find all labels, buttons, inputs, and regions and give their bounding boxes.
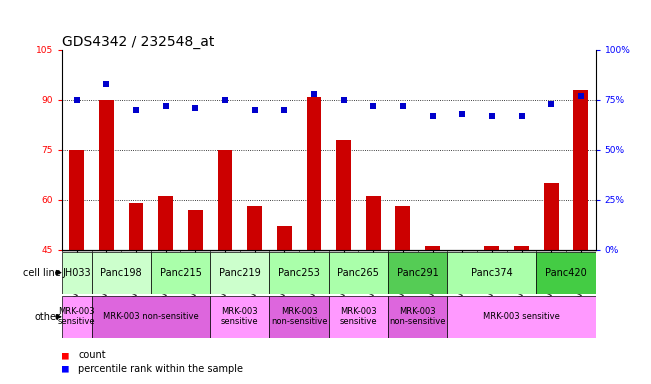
Text: MRK-003
non-sensitive: MRK-003 non-sensitive (271, 307, 327, 326)
Bar (447, 252, 536, 294)
Point (249, 107, 260, 113)
Bar (270, 252, 329, 294)
Text: Panc265: Panc265 (337, 268, 380, 278)
Bar (425, 246, 440, 250)
Bar (514, 246, 529, 250)
Text: Panc219: Panc219 (219, 268, 260, 278)
Bar (336, 140, 351, 250)
Text: GDS4342 / 232548_at: GDS4342 / 232548_at (62, 35, 214, 49)
Bar (366, 196, 381, 250)
Bar (92, 252, 151, 294)
Bar (99, 100, 114, 250)
Bar (359, 250, 388, 252)
Bar (329, 250, 359, 252)
Bar (270, 250, 299, 252)
Bar (388, 296, 447, 338)
Text: other: other (35, 312, 61, 322)
Point (101, 81, 111, 87)
Text: Panc420: Panc420 (545, 268, 587, 278)
Bar (69, 150, 84, 250)
Text: MRK-003 sensitive: MRK-003 sensitive (483, 312, 560, 321)
Bar (299, 250, 329, 252)
Bar (92, 296, 210, 338)
Bar (536, 250, 566, 252)
Bar (477, 250, 506, 252)
Bar (121, 250, 151, 252)
Point (516, 113, 527, 119)
Text: MRK-003
sensitive: MRK-003 sensitive (340, 307, 377, 326)
Bar (180, 250, 210, 252)
Text: MRK-003
non-sensitive: MRK-003 non-sensitive (389, 307, 446, 326)
Bar (210, 296, 270, 338)
Bar (574, 90, 589, 250)
Text: ■: ■ (62, 350, 68, 360)
Bar (329, 252, 388, 294)
Point (279, 107, 290, 113)
Point (487, 113, 497, 119)
Bar (447, 250, 477, 252)
Bar (484, 246, 499, 250)
Point (220, 97, 230, 103)
Point (575, 93, 586, 99)
Point (339, 97, 349, 103)
Text: Panc374: Panc374 (471, 268, 513, 278)
Point (546, 101, 557, 107)
Bar (62, 252, 92, 294)
Text: cell line: cell line (23, 268, 61, 278)
Bar (536, 252, 596, 294)
Bar (128, 203, 143, 250)
Bar (151, 252, 210, 294)
Bar (210, 252, 270, 294)
Bar (62, 250, 92, 252)
Text: MRK-003
sensitive: MRK-003 sensitive (58, 307, 96, 326)
Point (427, 113, 437, 119)
Point (457, 111, 467, 117)
Point (190, 105, 201, 111)
Text: Panc291: Panc291 (397, 268, 439, 278)
Bar (240, 250, 270, 252)
Text: Panc253: Panc253 (278, 268, 320, 278)
Bar (247, 206, 262, 250)
Text: MRK-003
sensitive: MRK-003 sensitive (221, 307, 258, 326)
Bar (506, 250, 536, 252)
Bar (188, 210, 202, 250)
Bar (62, 296, 92, 338)
Point (72, 97, 82, 103)
Text: ■: ■ (62, 364, 68, 374)
Bar (158, 196, 173, 250)
Text: percentile rank within the sample: percentile rank within the sample (78, 364, 243, 374)
Bar (418, 250, 447, 252)
Text: JH033: JH033 (62, 268, 91, 278)
Bar (217, 150, 232, 250)
Bar (277, 226, 292, 250)
Bar (307, 96, 322, 250)
Point (160, 103, 171, 109)
Bar (329, 296, 388, 338)
Point (309, 91, 319, 97)
Bar (210, 250, 240, 252)
Bar (151, 250, 180, 252)
Bar (566, 250, 596, 252)
Text: MRK-003 non-sensitive: MRK-003 non-sensitive (103, 312, 199, 321)
Text: Panc198: Panc198 (100, 268, 142, 278)
Bar (544, 183, 559, 250)
Bar (447, 296, 596, 338)
Bar (62, 252, 596, 294)
Text: count: count (78, 350, 105, 360)
Bar (270, 296, 329, 338)
Point (398, 103, 408, 109)
Bar (388, 250, 418, 252)
Point (368, 103, 378, 109)
Bar (388, 252, 447, 294)
Text: Panc215: Panc215 (159, 268, 201, 278)
Point (131, 107, 141, 113)
Bar (396, 206, 410, 250)
Bar (92, 250, 121, 252)
